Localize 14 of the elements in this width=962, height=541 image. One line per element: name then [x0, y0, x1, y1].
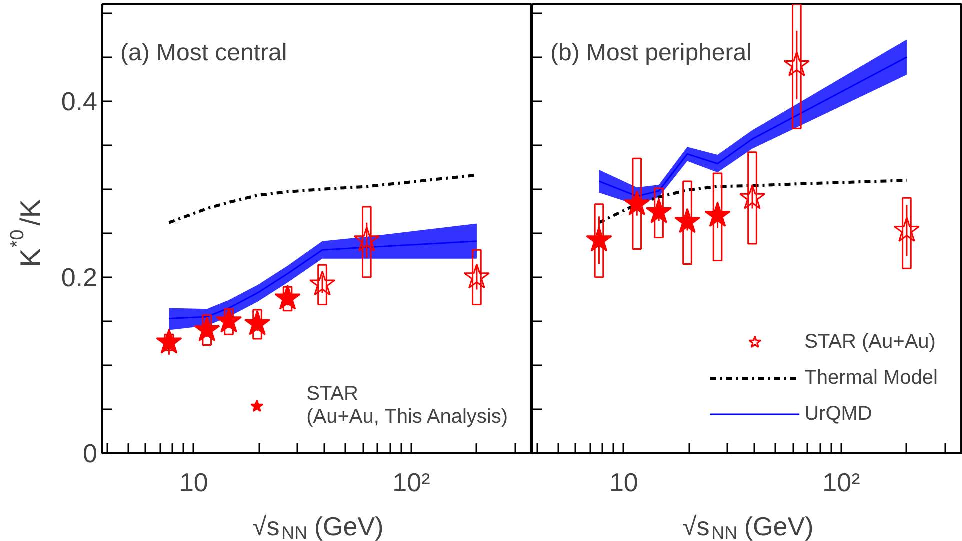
y-axis-title: K*0/K — [7, 199, 46, 268]
text: (b) Most peripheral — [550, 40, 752, 66]
legend-label: STAR (Au+Au, This Analysis) — [306, 383, 508, 429]
x-tick-label: 10 — [609, 468, 638, 498]
legend-label: Thermal Model — [804, 366, 938, 390]
text: (a) Most central — [120, 40, 288, 66]
x-tick-label: 10² — [822, 468, 861, 498]
x-tick-label: 10² — [392, 468, 431, 498]
y-tick-label: 0.4 — [61, 86, 98, 116]
legend-label: UrQMD — [804, 402, 872, 426]
y-tick-label: 0.2 — [61, 262, 98, 292]
x-tick-label: 10 — [179, 468, 208, 498]
y-tick-label: 0 — [83, 438, 98, 468]
legend-label: STAR (Au+Au) — [804, 330, 936, 354]
